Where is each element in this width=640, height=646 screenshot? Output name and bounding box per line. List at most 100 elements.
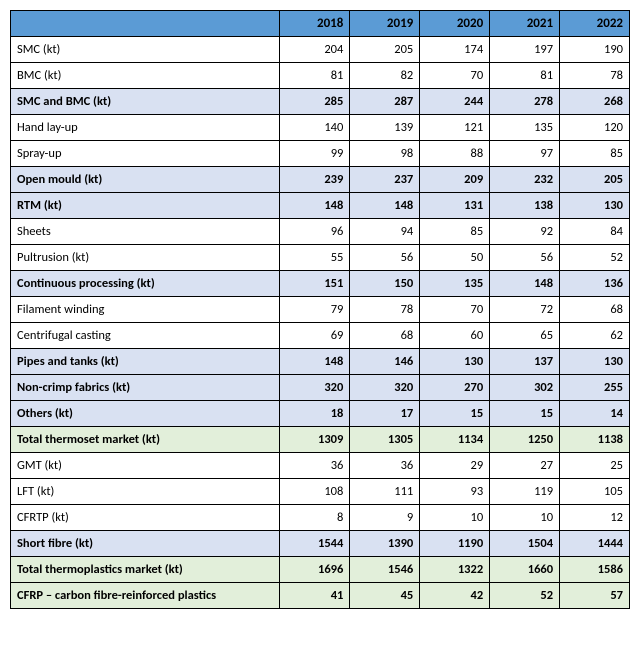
row-label: Open mould (kt) — [11, 167, 280, 193]
cell-value: 204 — [280, 37, 350, 63]
row-label: Pipes and tanks (kt) — [11, 349, 280, 375]
cell-value: 237 — [350, 167, 420, 193]
row-label: Centrifugal casting — [11, 323, 280, 349]
table-row: SMC (kt)204205174197190 — [11, 37, 630, 63]
table-row: Total thermoset market (kt)1309130511341… — [11, 427, 630, 453]
cell-value: 151 — [280, 271, 350, 297]
cell-value: 84 — [560, 219, 630, 245]
cell-value: 140 — [280, 115, 350, 141]
table-row: Others (kt)1817151514 — [11, 401, 630, 427]
cell-value: 105 — [560, 479, 630, 505]
cell-value: 320 — [350, 375, 420, 401]
cell-value: 72 — [490, 297, 560, 323]
cell-value: 1190 — [420, 531, 490, 557]
cell-value: 27 — [490, 453, 560, 479]
cell-value: 121 — [420, 115, 490, 141]
header-year: 2018 — [280, 11, 350, 37]
cell-value: 1544 — [280, 531, 350, 557]
table-row: Open mould (kt)239237209232205 — [11, 167, 630, 193]
row-label: SMC (kt) — [11, 37, 280, 63]
row-label: RTM (kt) — [11, 193, 280, 219]
row-label: Filament winding — [11, 297, 280, 323]
cell-value: 255 — [560, 375, 630, 401]
cell-value: 82 — [350, 63, 420, 89]
cell-value: 42 — [420, 583, 490, 609]
row-label: GMT (kt) — [11, 453, 280, 479]
cell-value: 93 — [420, 479, 490, 505]
cell-value: 136 — [560, 271, 630, 297]
table-row: SMC and BMC (kt)285287244278268 — [11, 89, 630, 115]
cell-value: 68 — [350, 323, 420, 349]
cell-value: 146 — [350, 349, 420, 375]
cell-value: 85 — [560, 141, 630, 167]
row-label: Continuous processing (kt) — [11, 271, 280, 297]
cell-value: 9 — [350, 505, 420, 531]
cell-value: 69 — [280, 323, 350, 349]
cell-value: 52 — [490, 583, 560, 609]
cell-value: 1444 — [560, 531, 630, 557]
cell-value: 10 — [490, 505, 560, 531]
header-year: 2022 — [560, 11, 630, 37]
cell-value: 302 — [490, 375, 560, 401]
cell-value: 1504 — [490, 531, 560, 557]
cell-value: 62 — [560, 323, 630, 349]
cell-value: 68 — [560, 297, 630, 323]
cell-value: 197 — [490, 37, 560, 63]
cell-value: 99 — [280, 141, 350, 167]
cell-value: 148 — [490, 271, 560, 297]
cell-value: 81 — [280, 63, 350, 89]
table-row: LFT (kt)10811193119105 — [11, 479, 630, 505]
cell-value: 56 — [350, 245, 420, 271]
row-label: Total thermoset market (kt) — [11, 427, 280, 453]
cell-value: 88 — [420, 141, 490, 167]
cell-value: 70 — [420, 63, 490, 89]
cell-value: 81 — [490, 63, 560, 89]
cell-value: 108 — [280, 479, 350, 505]
cell-value: 1134 — [420, 427, 490, 453]
cell-value: 1305 — [350, 427, 420, 453]
cell-value: 111 — [350, 479, 420, 505]
cell-value: 60 — [420, 323, 490, 349]
header-year: 2020 — [420, 11, 490, 37]
row-label: Pultrusion (kt) — [11, 245, 280, 271]
table-row: Hand lay-up140139121135120 — [11, 115, 630, 141]
cell-value: 239 — [280, 167, 350, 193]
cell-value: 130 — [560, 193, 630, 219]
cell-value: 1546 — [350, 557, 420, 583]
cell-value: 131 — [420, 193, 490, 219]
table-row: RTM (kt)148148131138130 — [11, 193, 630, 219]
table-row: Filament winding7978707268 — [11, 297, 630, 323]
cell-value: 56 — [490, 245, 560, 271]
cell-value: 268 — [560, 89, 630, 115]
cell-value: 25 — [560, 453, 630, 479]
table-row: Short fibre (kt)15441390119015041444 — [11, 531, 630, 557]
row-label: CFRTP (kt) — [11, 505, 280, 531]
row-label: LFT (kt) — [11, 479, 280, 505]
table-row: Non-crimp fabrics (kt)320320270302255 — [11, 375, 630, 401]
composites-market-table: 2018 2019 2020 2021 2022 SMC (kt)2042051… — [10, 10, 630, 609]
cell-value: 135 — [490, 115, 560, 141]
cell-value: 1138 — [560, 427, 630, 453]
cell-value: 285 — [280, 89, 350, 115]
cell-value: 97 — [490, 141, 560, 167]
table-row: CFRP – carbon fibre-reinforced plastics 4… — [11, 583, 630, 609]
cell-value: 57 — [560, 583, 630, 609]
cell-value: 8 — [280, 505, 350, 531]
row-label: CFRP – carbon fibre-reinforced plastics — [11, 583, 280, 609]
cell-value: 244 — [420, 89, 490, 115]
cell-value: 1309 — [280, 427, 350, 453]
cell-value: 209 — [420, 167, 490, 193]
cell-value: 45 — [350, 583, 420, 609]
cell-value: 14 — [560, 401, 630, 427]
cell-value: 78 — [350, 297, 420, 323]
cell-value: 130 — [560, 349, 630, 375]
cell-value: 15 — [420, 401, 490, 427]
cell-value: 70 — [420, 297, 490, 323]
table-row: CFRTP (kt)89101012 — [11, 505, 630, 531]
cell-value: 148 — [350, 193, 420, 219]
cell-value: 1250 — [490, 427, 560, 453]
cell-value: 148 — [280, 349, 350, 375]
cell-value: 1660 — [490, 557, 560, 583]
cell-value: 94 — [350, 219, 420, 245]
row-label: Others (kt) — [11, 401, 280, 427]
